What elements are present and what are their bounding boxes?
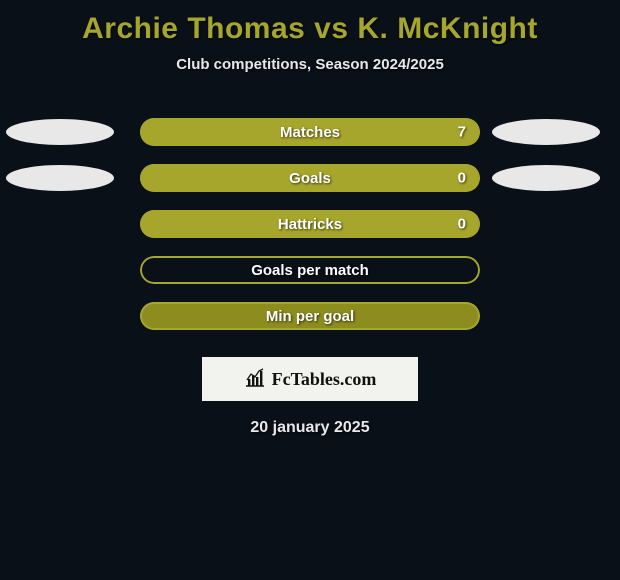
stat-value: 0 <box>458 216 466 233</box>
stat-value: 7 <box>458 124 466 141</box>
stat-row: Min per goal <box>0 293 620 339</box>
player-right-marker <box>492 119 600 145</box>
stat-label: Min per goal <box>266 308 354 325</box>
subtitle: Club competitions, Season 2024/2025 <box>0 56 620 73</box>
stat-bar: Min per goal <box>140 302 480 330</box>
logo-text: FcTables.com <box>272 369 377 390</box>
stat-bar: Hattricks 0 <box>140 210 480 238</box>
logo-chart-icon <box>244 366 266 393</box>
stat-row: Goals per match <box>0 247 620 293</box>
stat-row: Goals 0 <box>0 155 620 201</box>
page-title: Archie Thomas vs K. McKnight <box>0 0 620 46</box>
date-label: 20 january 2025 <box>0 419 620 437</box>
comparison-chart: Matches 7 Goals 0 Hattricks 0 Goals per match M… <box>0 109 620 339</box>
stat-label: Goals per match <box>251 262 369 279</box>
stat-bar: Goals per match <box>140 256 480 284</box>
player-left-marker <box>6 165 114 191</box>
stat-label: Goals <box>289 170 331 187</box>
stat-bar: Matches 7 <box>140 118 480 146</box>
stat-row: Hattricks 0 <box>0 201 620 247</box>
stat-value: 0 <box>458 170 466 187</box>
stat-row: Matches 7 <box>0 109 620 155</box>
player-right-marker <box>492 165 600 191</box>
stat-label: Hattricks <box>278 216 342 233</box>
logo-box: FcTables.com <box>202 357 418 401</box>
player-left-marker <box>6 119 114 145</box>
stat-label: Matches <box>280 124 340 141</box>
stat-bar: Goals 0 <box>140 164 480 192</box>
